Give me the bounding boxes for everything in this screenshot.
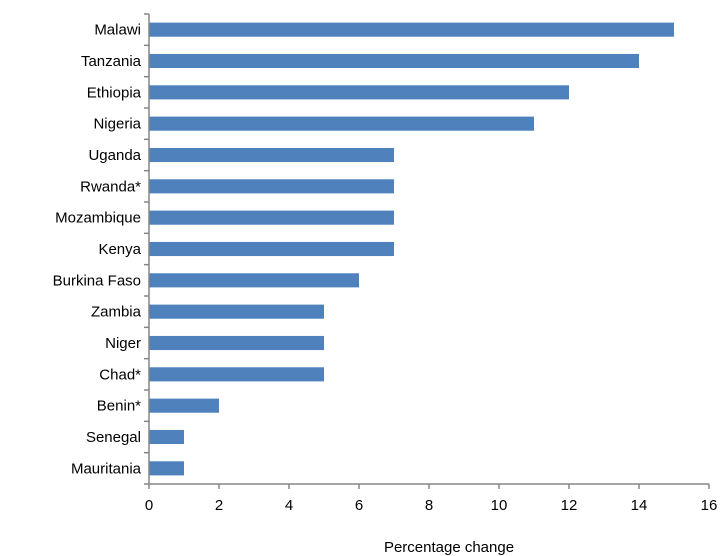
x-tick-label: 16	[701, 497, 718, 514]
x-tick-label: 4	[285, 497, 293, 514]
bar-burkina-faso	[149, 273, 359, 288]
category-label: Niger	[105, 335, 141, 352]
x-tick-label: 8	[425, 497, 433, 514]
x-axis-title: Percentage change	[384, 539, 514, 556]
category-label: Burkina Faso	[53, 272, 141, 289]
category-label: Tanzania	[81, 53, 142, 70]
bar-mozambique	[149, 210, 394, 225]
bar-tanzania	[149, 53, 639, 69]
category-label: Benin*	[97, 398, 141, 415]
category-label: Senegal	[86, 429, 141, 446]
bar-benin	[149, 398, 219, 413]
category-label: Rwanda*	[80, 178, 141, 195]
x-tick-label: 6	[355, 497, 363, 514]
bars-layer	[149, 22, 674, 476]
x-tick-label: 12	[561, 497, 578, 514]
category-label: Ethiopia	[87, 84, 142, 101]
category-label: Mozambique	[55, 210, 141, 227]
category-label: Uganda	[88, 147, 141, 164]
category-label: Kenya	[98, 241, 141, 258]
bar-kenya	[149, 241, 394, 257]
x-tick-label: 14	[631, 497, 648, 514]
bar-nigeria	[149, 116, 534, 131]
labels-layer: Malawi Tanzania Ethiopia Nigeria Uganda Rwand…	[53, 22, 718, 514]
bar-ethiopia	[149, 85, 569, 100]
bar-zambia	[149, 304, 324, 319]
ticks-layer	[144, 13, 710, 489]
category-label: Nigeria	[93, 116, 141, 133]
bar-chad	[149, 367, 324, 382]
x-tick-label: 0	[145, 497, 153, 514]
x-tick-label: 10	[491, 497, 508, 514]
bar-rwanda	[149, 179, 394, 194]
bar-uganda	[149, 147, 394, 163]
category-label: Zambia	[91, 304, 142, 321]
bar-malawi	[149, 22, 674, 37]
category-label: Mauritania	[71, 460, 142, 477]
bar-senegal	[149, 429, 184, 445]
bar-niger	[149, 335, 324, 351]
bar-mauritania	[149, 461, 184, 476]
x-tick-label: 2	[215, 497, 223, 514]
category-label: Chad*	[99, 366, 141, 383]
category-label: Malawi	[94, 22, 141, 39]
